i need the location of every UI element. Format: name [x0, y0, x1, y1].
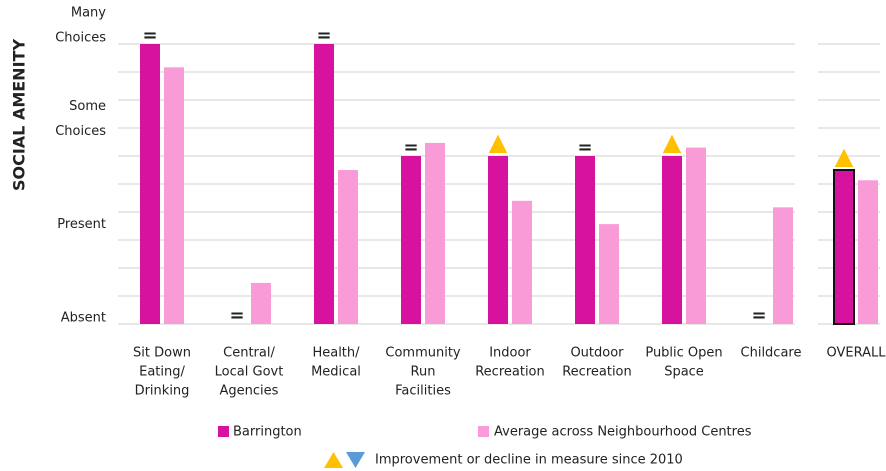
legend-swatch — [218, 426, 229, 437]
y-tick-label: Many — [71, 6, 106, 21]
legend-swatch — [478, 426, 489, 437]
x-tick-label: Agencies — [220, 384, 279, 399]
bar — [140, 44, 160, 324]
bar — [833, 169, 855, 325]
x-tick-label: Community — [385, 346, 461, 361]
x-tick-label: Medical — [311, 365, 361, 380]
x-tick-label: Local Govt — [215, 365, 284, 380]
bar — [425, 142, 445, 324]
legend: Barrington Average across Neighbourhood … — [218, 425, 752, 468]
bar — [164, 67, 184, 324]
x-tick-label: Drinking — [135, 384, 190, 399]
legend-label: Average across Neighbourhood Centres — [494, 425, 752, 440]
bar — [858, 180, 878, 324]
change-marker: ▲ — [663, 128, 682, 156]
x-tick-label: Facilities — [395, 384, 451, 399]
y-axis-label: SOCIAL AMENITY — [10, 39, 29, 191]
y-tick-label: Some — [69, 99, 106, 114]
x-tick-label: Eating/ — [139, 365, 185, 380]
bar — [512, 200, 532, 324]
change-marker: = — [577, 137, 592, 158]
bar — [773, 207, 793, 324]
bar — [575, 156, 595, 324]
x-tick-label: Central/ — [223, 346, 275, 361]
x-tick-label: Sit Down — [133, 346, 191, 361]
x-tick-label: Childcare — [741, 346, 802, 361]
y-tick-label: Absent — [61, 311, 106, 326]
legend-label: Improvement or decline in measure since … — [375, 453, 683, 468]
x-tick-label: Space — [664, 365, 704, 380]
change-marker: = — [403, 137, 418, 158]
change-marker: = — [751, 305, 766, 326]
x-tick-label: Recreation — [562, 365, 632, 380]
bar — [401, 156, 421, 324]
y-tick-label: Choices — [55, 124, 106, 139]
bar — [488, 156, 508, 324]
bar — [251, 282, 271, 324]
legend-down-triangle — [346, 452, 365, 468]
x-tick-label: OVERALL — [827, 346, 886, 361]
change-marker: ▲ — [489, 128, 508, 156]
change-marker: = — [142, 25, 157, 46]
x-tick-label: Recreation — [475, 365, 545, 380]
bar — [314, 44, 334, 324]
legend-label: Barrington — [233, 425, 302, 440]
change-marker: = — [229, 305, 244, 326]
bar — [686, 147, 706, 324]
bar — [338, 170, 358, 324]
y-tick-label: Choices — [55, 31, 106, 46]
x-tick-label: Outdoor — [570, 346, 624, 361]
x-tick-label: Health/ — [312, 346, 360, 361]
legend-up-triangle — [324, 452, 343, 468]
x-tick-label: Run — [411, 365, 436, 380]
x-tick-label: Indoor — [489, 346, 531, 361]
change-marker: = — [316, 25, 331, 46]
change-marker: ▲ — [835, 142, 854, 170]
bar — [662, 156, 682, 324]
y-tick-label: Present — [57, 217, 106, 232]
bar — [599, 224, 619, 324]
x-tick-label: Public Open — [645, 346, 722, 361]
